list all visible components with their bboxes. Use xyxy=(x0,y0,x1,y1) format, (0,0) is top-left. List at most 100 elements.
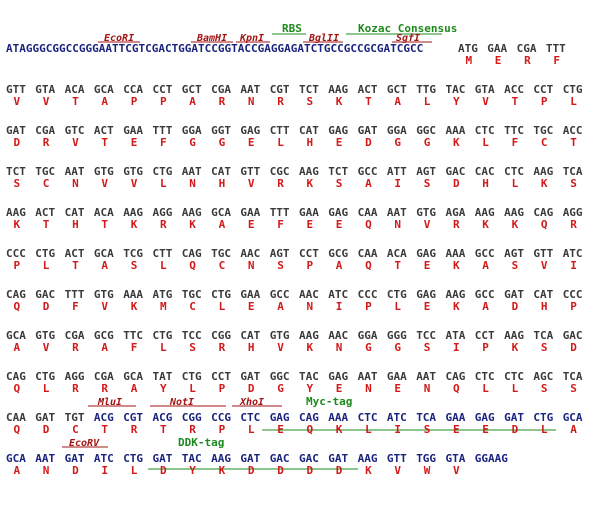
amino-acid: Q xyxy=(189,259,196,272)
amino-acid: D xyxy=(453,177,460,190)
codon: AAG xyxy=(358,452,378,465)
amino-acid: D xyxy=(336,464,343,477)
amino-acid: C xyxy=(219,259,226,272)
codon: GTA xyxy=(35,83,55,96)
codon: GCG xyxy=(328,247,348,260)
codon: AAA xyxy=(446,247,466,260)
codon: AAT xyxy=(358,370,378,383)
amino-acid: N xyxy=(189,177,196,190)
codon: TTT xyxy=(65,288,85,301)
amino-acid: S xyxy=(424,177,431,190)
amino-acid: H xyxy=(248,341,255,354)
codon: CAT xyxy=(65,206,85,219)
codon: GCA xyxy=(6,329,26,342)
amino-acid: D xyxy=(570,341,577,354)
amino-acid: F xyxy=(512,136,519,149)
amino-acid: L xyxy=(570,95,577,108)
codon: GCA xyxy=(94,247,114,260)
codon: CAG xyxy=(533,206,553,219)
amino-acid: R xyxy=(277,177,284,190)
amino-acid: R xyxy=(219,95,226,108)
amino-acid: R xyxy=(570,218,577,231)
codon: CAT xyxy=(240,329,260,342)
mlui-label: MluI xyxy=(97,397,122,408)
codon: CTG xyxy=(153,329,173,342)
amino-acid: D xyxy=(512,423,519,436)
codon: GAG xyxy=(270,411,290,424)
amino-acid: K xyxy=(365,464,372,477)
amino-acid: P xyxy=(219,423,226,436)
codon: GTA xyxy=(475,83,495,96)
codon: CTG xyxy=(153,165,173,178)
codon: CAT xyxy=(211,165,231,178)
amino-acid: K xyxy=(336,423,343,436)
codon: TCC xyxy=(416,329,436,342)
codon: AAT xyxy=(416,370,436,383)
codon: CAG xyxy=(6,288,26,301)
codon: AAG xyxy=(328,83,348,96)
amino-acid: Y xyxy=(189,464,196,477)
codon: GAG xyxy=(328,124,348,137)
amino-acid: R xyxy=(72,382,79,395)
codon: ACT xyxy=(94,124,114,137)
codon: CAA xyxy=(6,411,26,424)
amino-acid: K xyxy=(453,300,460,313)
codon: AGT xyxy=(504,247,524,260)
codon: GGAAG xyxy=(475,452,508,465)
amino-acid: C xyxy=(189,300,196,313)
codon: CTT xyxy=(270,124,290,137)
amino-acid: A xyxy=(365,177,372,190)
sequence-rows: ATAGGGCGGCCGGGAATTCGTCGACTGGATCCGGTACCGA… xyxy=(6,42,583,477)
amino-acid: F xyxy=(277,218,284,231)
amino-acid: L xyxy=(541,423,548,436)
myc-tag-label: Myc-tag xyxy=(306,395,352,408)
codon: GTG xyxy=(94,288,114,301)
amino-acid: Q xyxy=(365,218,372,231)
codon: TCT xyxy=(328,165,348,178)
codon: ACT xyxy=(35,206,55,219)
amino-acid: Y xyxy=(307,382,314,395)
ecori-label: EcoRI xyxy=(104,33,134,44)
codon: AGA xyxy=(446,206,466,219)
amino-acid: F xyxy=(553,54,560,67)
codon: CGG xyxy=(211,329,231,342)
amino-acid: E xyxy=(336,382,343,395)
amino-acid: E xyxy=(248,218,255,231)
amino-acid: G xyxy=(394,341,401,354)
codon: GCC xyxy=(270,288,290,301)
codon: GTT xyxy=(533,247,553,260)
codon: GAA xyxy=(123,124,143,137)
amino-acid: S xyxy=(424,423,431,436)
codon: AGC xyxy=(533,370,553,383)
codon: ACT xyxy=(65,247,85,260)
codon: CAA xyxy=(358,206,378,219)
codon: CCG xyxy=(211,411,231,424)
amino-acid: D xyxy=(43,423,50,436)
amino-acid: D xyxy=(14,136,21,149)
amino-acid: G xyxy=(277,382,284,395)
amino-acid: V xyxy=(277,341,284,354)
codon: GCT xyxy=(387,83,407,96)
amino-acid: I xyxy=(394,423,401,436)
amino-acid: E xyxy=(336,218,343,231)
codon: CTC xyxy=(504,165,524,178)
codon: AAG xyxy=(533,165,553,178)
codon: AAC xyxy=(299,288,319,301)
amino-acid: G xyxy=(365,341,372,354)
codon: CTC xyxy=(504,370,524,383)
amino-acid: S xyxy=(570,177,577,190)
codon: AAG xyxy=(123,206,143,219)
codon: GAA xyxy=(240,288,260,301)
codon: CTG xyxy=(533,411,553,424)
codon: CTG xyxy=(563,83,583,96)
codon: ATC xyxy=(328,288,348,301)
amino-acid: D xyxy=(512,300,519,313)
amino-acid: E xyxy=(131,136,138,149)
amino-acid: L xyxy=(160,177,167,190)
amino-acid: D xyxy=(248,464,255,477)
amino-acid: S xyxy=(189,341,196,354)
amino-acid: Q xyxy=(14,423,21,436)
codon: GCC xyxy=(475,247,495,260)
codon: ACG xyxy=(153,411,173,424)
codon: GAA xyxy=(487,42,507,55)
